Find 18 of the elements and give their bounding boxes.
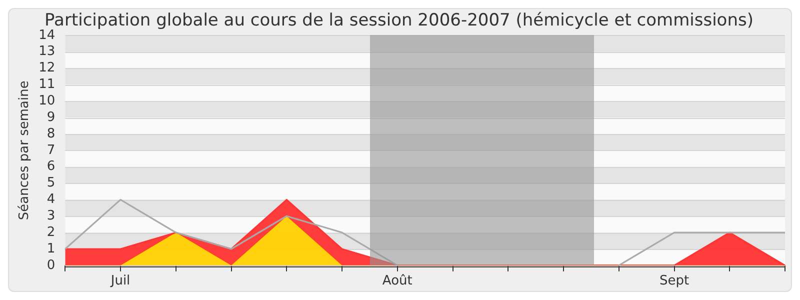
y-axis-title: Séances par semaine (17, 80, 32, 220)
y-tick-label: 5 (46, 176, 56, 191)
y-tick-label: 4 (46, 192, 56, 208)
y-tick-label: 7 (46, 142, 56, 158)
y-tick-label: 3 (46, 208, 56, 224)
y-tick-label: 0 (46, 258, 56, 273)
x-tick-label: Sept (659, 274, 690, 289)
y-tick-label: 6 (46, 159, 56, 174)
y-tick-label: 13 (38, 44, 56, 60)
y-tick-label: 2 (46, 224, 56, 240)
y-tick-label: 12 (38, 60, 56, 76)
y-tick-label: 10 (38, 93, 56, 108)
y-tick-label: 8 (46, 126, 56, 142)
y-tick-label: 1 (46, 241, 56, 256)
x-tick-label: Août (382, 274, 412, 289)
x-tick-label: Juil (110, 274, 130, 289)
y-tick-label: 9 (46, 110, 56, 125)
y-tick-label: 11 (38, 77, 56, 92)
